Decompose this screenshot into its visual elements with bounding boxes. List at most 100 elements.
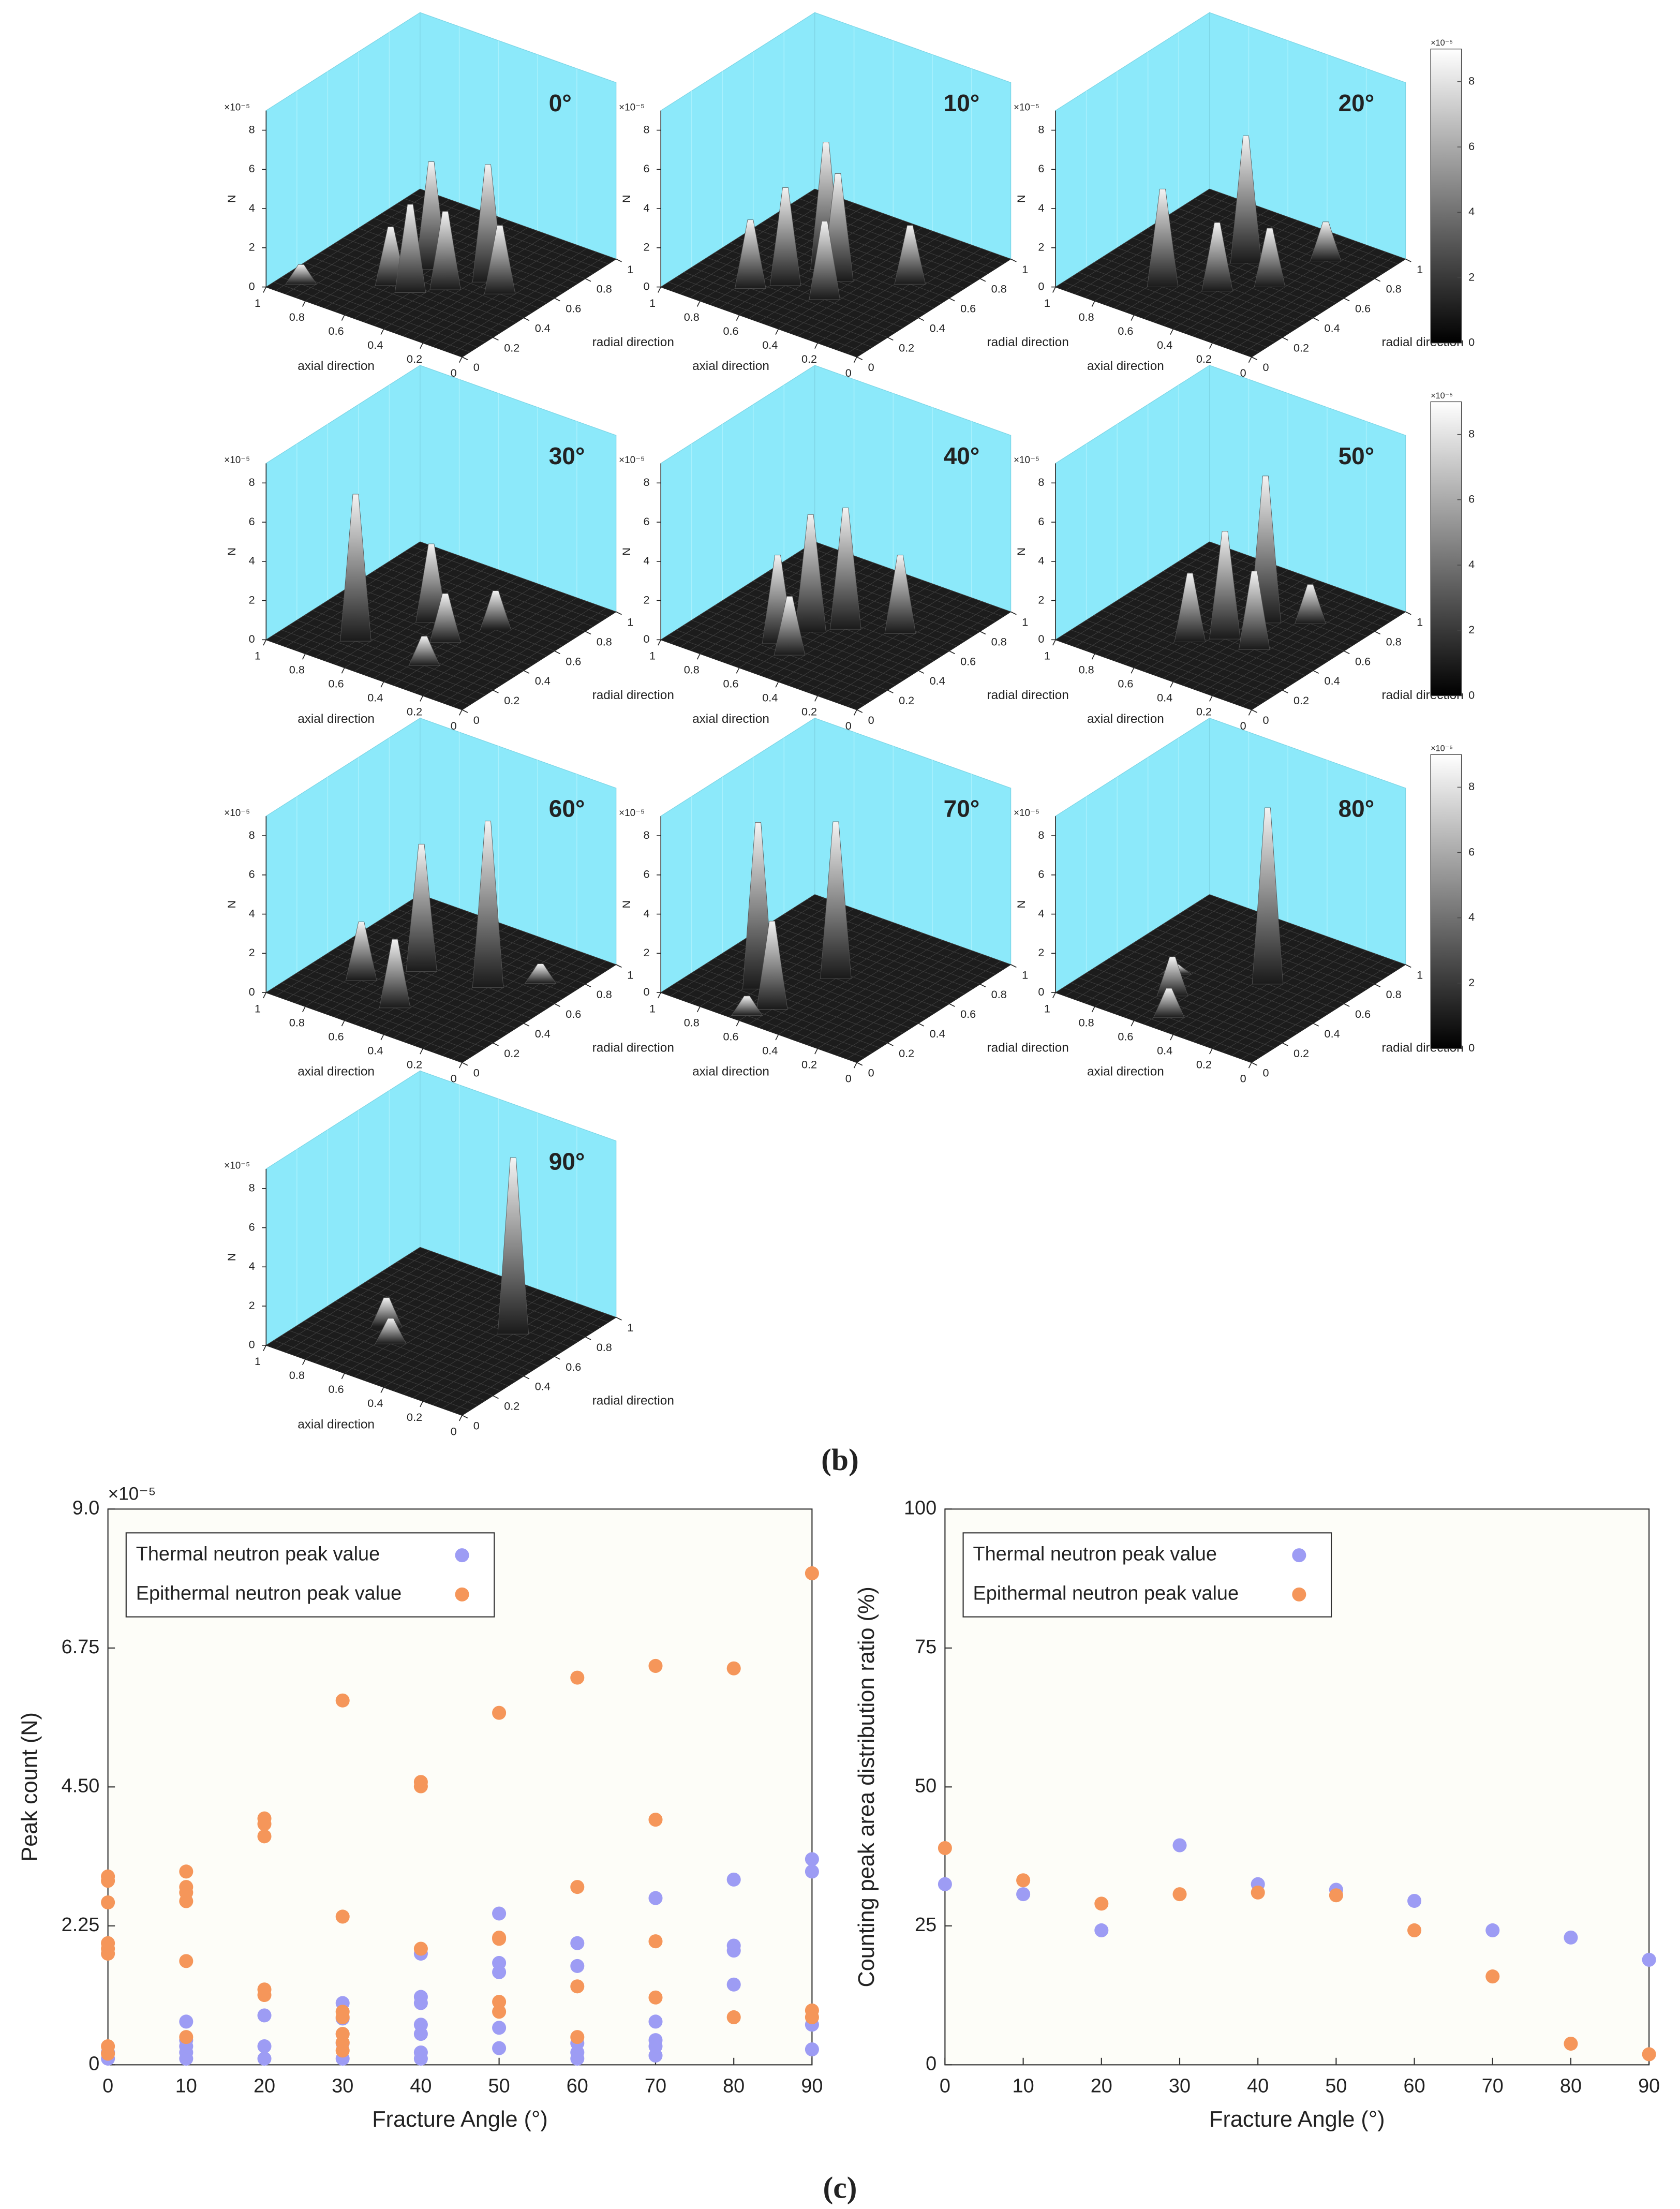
floor-grid [1075,901,1229,1000]
floor-grid [374,571,570,642]
z-tick-label: 6 [249,1220,255,1233]
y-tick [585,631,591,635]
point [726,1872,741,1887]
peak [769,187,801,286]
point [1094,1923,1109,1937]
y-tick-label: 0 [1263,361,1269,374]
x-tick [658,287,661,293]
y-tick-label: 0.2 [1294,1047,1309,1060]
y-tick-label: 0.8 [1386,635,1402,648]
y-tick-label: 0.4 [1325,674,1340,687]
x-axis [1055,286,1252,358]
colorbar-tick-label: 4 [1468,911,1475,924]
exponent: ×10⁻⁵ [224,808,250,819]
y-tick [585,1336,591,1340]
y-tick-label: 1 [1417,968,1423,981]
x-tick-label: 0.2 [407,352,422,365]
z-tick-label: 0 [1038,279,1044,292]
x-tick-label: 90 [1638,2075,1660,2097]
y-tick-label: 0 [868,361,874,374]
x-tick [1170,681,1174,688]
y-axis-label: radial direction [592,688,674,702]
y-tick [1251,1062,1258,1066]
x-tick-label: 0.4 [762,338,778,351]
y-tick [554,1003,560,1007]
x-tick-label: 0.4 [1157,1044,1172,1057]
y-axis-label: Peak count (N) [17,1712,42,1862]
x-axis [660,286,857,358]
colorbar-tick-label: 6 [1468,140,1475,153]
point [413,2051,428,2066]
point [570,1979,585,1994]
x-tick [658,639,661,646]
floor-grid [404,904,601,975]
y-tick [1374,984,1381,987]
y-tick-label: 0.8 [597,283,612,295]
y-tick-label: 0.6 [1355,655,1371,668]
peak [340,494,371,642]
point [257,2051,272,2066]
point [413,1996,428,2010]
y-tick [493,1395,499,1399]
point [726,1944,741,1958]
y-tick-label: 0.8 [597,988,612,1001]
floor-grid [1209,541,1406,612]
x-tick-label: 60 [1404,2075,1425,2097]
x-tick [1131,315,1135,321]
x-tick-label: 1 [255,296,261,309]
y-axis [856,964,1011,1063]
y-tick [918,670,925,674]
y-axis [1251,258,1406,358]
point [570,2051,585,2066]
y-tick-label: 1 [1022,968,1028,981]
z-tick-label: 2 [249,593,255,606]
floor-grid [354,1278,509,1377]
floor-grid [1075,196,1229,294]
floor-grid [266,188,421,288]
y-tick [1282,337,1288,341]
point [1172,1838,1187,1852]
y-tick [523,670,530,674]
peak [1209,531,1241,640]
z-tick-label: 6 [1038,868,1044,881]
floor-grid [389,1266,586,1338]
floor-grid [791,909,988,980]
x-tick-label: 0.2 [1196,1058,1212,1071]
point [570,1670,585,1685]
y-tick [918,317,925,321]
x-tick [736,668,740,674]
x-tick-label: 0.6 [1118,677,1133,690]
x-axis-label: axial direction [298,359,375,373]
colorbar-tick-label: 8 [1468,75,1475,87]
y-axis [856,258,1011,358]
y-axis [462,611,617,710]
colorbar-tick-label: 4 [1468,558,1475,571]
z-tick-label: 4 [1038,907,1044,920]
point [335,2043,350,2058]
x-axis-label: axial direction [1087,1065,1164,1079]
x-tick-label: 1 [649,649,656,662]
peak [472,821,504,988]
floor-grid [729,213,884,312]
peak [525,963,557,984]
x-tick [1052,639,1056,646]
x-tick-label: 0.4 [367,691,383,704]
exponent: ×10⁻⁵ [619,808,645,819]
y-tick-label: 0.2 [504,341,519,354]
y-tick [462,709,468,713]
x-tick [341,315,345,321]
z-tick-label: 4 [1038,201,1044,214]
peak [484,225,516,294]
point [492,1965,507,1979]
point [492,2041,507,2055]
x-tick [1091,1006,1095,1013]
x-tick-label: 0 [451,1072,457,1085]
peak [774,596,806,656]
point [1564,2037,1578,2051]
x-tick [696,1006,701,1013]
y-tick [856,1062,863,1066]
x-tick-label: 0.6 [1118,1030,1133,1043]
peak [480,590,512,630]
point [570,2030,585,2044]
panel-title: 50° [1339,442,1375,469]
